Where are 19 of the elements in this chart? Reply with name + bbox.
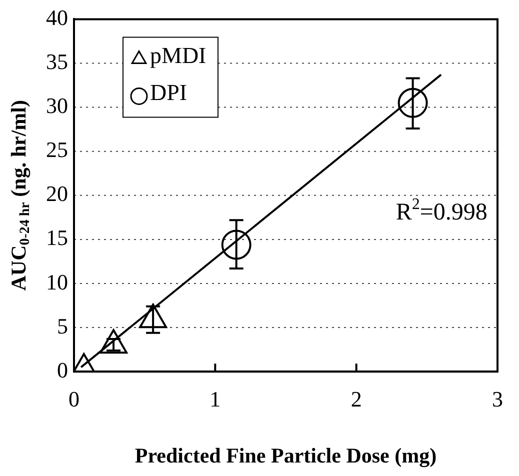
x-axis-title: Predicted Fine Particle Dose (mg) — [134, 443, 437, 468]
legend-label: DPI — [150, 80, 188, 106]
point — [139, 304, 168, 328]
y-tick-label: 25 — [46, 137, 68, 162]
x-tick-label: 1 — [210, 386, 221, 412]
legend-label: pMDI — [150, 43, 206, 68]
x-tick-label: 2 — [350, 386, 362, 412]
y-tick-label: 5 — [57, 313, 68, 338]
y-tick-label: 35 — [46, 49, 68, 74]
y-axis-title: AUC0-24 hr (ng. hr/ml) — [6, 100, 33, 291]
x-tick-label: 3 — [492, 386, 503, 412]
y-tick-label: 20 — [46, 181, 68, 206]
y-tick-label: 15 — [46, 225, 68, 250]
point — [100, 329, 128, 354]
y-tick-label: 30 — [46, 93, 68, 118]
y-tick-label: 0 — [57, 357, 68, 382]
y-tick-label: 10 — [46, 269, 68, 294]
y-tick-label: 40 — [46, 4, 68, 30]
point — [398, 88, 428, 118]
